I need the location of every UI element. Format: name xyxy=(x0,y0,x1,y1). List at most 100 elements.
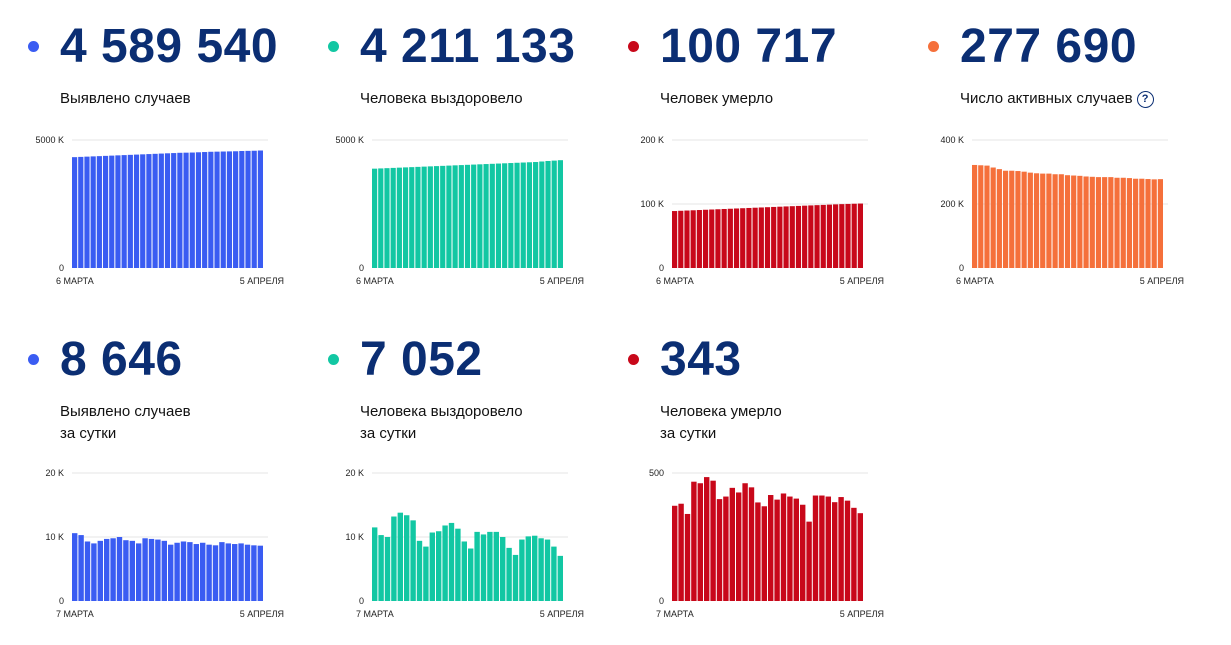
bar xyxy=(78,535,84,601)
bar xyxy=(538,538,544,601)
bar xyxy=(446,165,452,268)
y-tick-label: 20 K xyxy=(345,468,364,478)
bar xyxy=(421,166,427,268)
stat-label: Человека умерло за сутки xyxy=(660,401,782,445)
bar xyxy=(433,166,440,268)
y-tick-label: 100 K xyxy=(640,199,664,209)
bar xyxy=(512,554,519,601)
bar xyxy=(1139,178,1145,268)
bar xyxy=(1145,179,1151,268)
x-start-label: 6 МАРТА xyxy=(956,276,994,286)
bar xyxy=(800,504,806,601)
bar xyxy=(257,150,263,268)
bar xyxy=(697,483,703,601)
y-tick-label: 0 xyxy=(359,263,364,273)
bar xyxy=(152,153,158,268)
bar xyxy=(226,151,233,268)
bar xyxy=(978,165,984,268)
y-tick-label: 200 K xyxy=(940,199,964,209)
bar xyxy=(1108,177,1114,268)
bar xyxy=(471,164,477,268)
stat-label: Число активных случаев? xyxy=(960,88,1154,110)
bar xyxy=(795,205,802,268)
bar xyxy=(429,532,435,601)
bar xyxy=(427,166,433,268)
bar-chart: 20 K 10 K 0 7 МАРТА 5 АПРЕЛЯ xyxy=(28,465,298,630)
bar xyxy=(723,496,729,601)
bar xyxy=(90,156,96,268)
stat-label: Выявлено случаев xyxy=(60,88,191,110)
bar xyxy=(771,206,777,268)
bar xyxy=(146,154,152,268)
stat-label-line1: Выявлено случаев xyxy=(60,403,191,420)
stat-value: 343 xyxy=(660,333,742,386)
y-tick-label: 0 xyxy=(959,263,964,273)
x-end-label: 5 АПРЕЛЯ xyxy=(840,276,884,286)
bar xyxy=(239,151,245,268)
bar xyxy=(455,528,461,601)
bar xyxy=(436,531,442,601)
stat-card-cases-daily: 8 646 Выявлено случаев за сутки 20 K 10 K 0 7 … xyxy=(28,335,298,635)
bar xyxy=(202,152,208,268)
bar xyxy=(812,495,819,601)
bar xyxy=(1015,171,1021,268)
bar xyxy=(402,167,409,268)
legend-dot-icon xyxy=(328,41,339,52)
y-tick-label: 200 K xyxy=(640,135,664,145)
stat-label: Человека выздоровело за сутки xyxy=(360,401,523,445)
bar xyxy=(839,204,845,268)
bar xyxy=(533,162,539,268)
bar xyxy=(672,505,678,601)
bar-chart: 200 K 100 K 0 6 МАРТА 5 АПРЕЛЯ xyxy=(628,132,898,297)
bar xyxy=(820,204,826,268)
chart-svg: 20 K 10 K 0 7 МАРТА 5 АПРЕЛЯ xyxy=(45,468,284,619)
bar xyxy=(1077,175,1083,268)
bar xyxy=(171,153,177,268)
legend-dot-icon xyxy=(628,354,639,365)
bar xyxy=(551,160,557,268)
bar xyxy=(551,546,557,601)
bar xyxy=(1151,179,1157,268)
bar xyxy=(391,516,397,601)
bar xyxy=(789,206,795,268)
bar xyxy=(514,162,520,268)
bar xyxy=(397,512,403,601)
bar xyxy=(458,165,464,268)
stat-value: 8 646 xyxy=(60,333,183,386)
bar xyxy=(1040,173,1046,268)
y-tick-label: 5000 K xyxy=(335,135,364,145)
bar xyxy=(214,151,220,268)
x-start-label: 6 МАРТА xyxy=(356,276,394,286)
bar xyxy=(761,506,767,601)
bar xyxy=(758,207,764,268)
bar xyxy=(764,207,771,268)
x-end-label: 5 АПРЕЛЯ xyxy=(1140,276,1184,286)
stat-label-line2: за сутки xyxy=(660,425,717,442)
bar xyxy=(372,168,378,268)
bar xyxy=(193,544,199,601)
bar xyxy=(972,164,978,268)
bar xyxy=(91,543,97,601)
bar xyxy=(808,205,814,268)
bar xyxy=(519,539,525,601)
bar xyxy=(545,160,551,268)
stat-value: 7 052 xyxy=(360,333,483,386)
bar xyxy=(1157,179,1163,268)
bar xyxy=(678,503,684,601)
bar xyxy=(857,203,863,268)
y-tick-label: 0 xyxy=(659,596,664,606)
bar xyxy=(461,541,467,601)
bar xyxy=(493,531,499,601)
bar xyxy=(155,539,161,601)
x-end-label: 5 АПРЕЛЯ xyxy=(240,276,284,286)
chart-svg: 500 0 7 МАРТА 5 АПРЕЛЯ xyxy=(649,468,884,619)
bar xyxy=(690,210,696,268)
bar xyxy=(483,164,489,268)
y-tick-label: 5000 K xyxy=(35,135,64,145)
stat-label-line2: за сутки xyxy=(360,425,417,442)
x-start-label: 6 МАРТА xyxy=(656,276,694,286)
legend-dot-icon xyxy=(28,41,39,52)
bar xyxy=(539,161,545,268)
help-icon[interactable]: ? xyxy=(1136,91,1154,108)
bar xyxy=(819,495,825,601)
